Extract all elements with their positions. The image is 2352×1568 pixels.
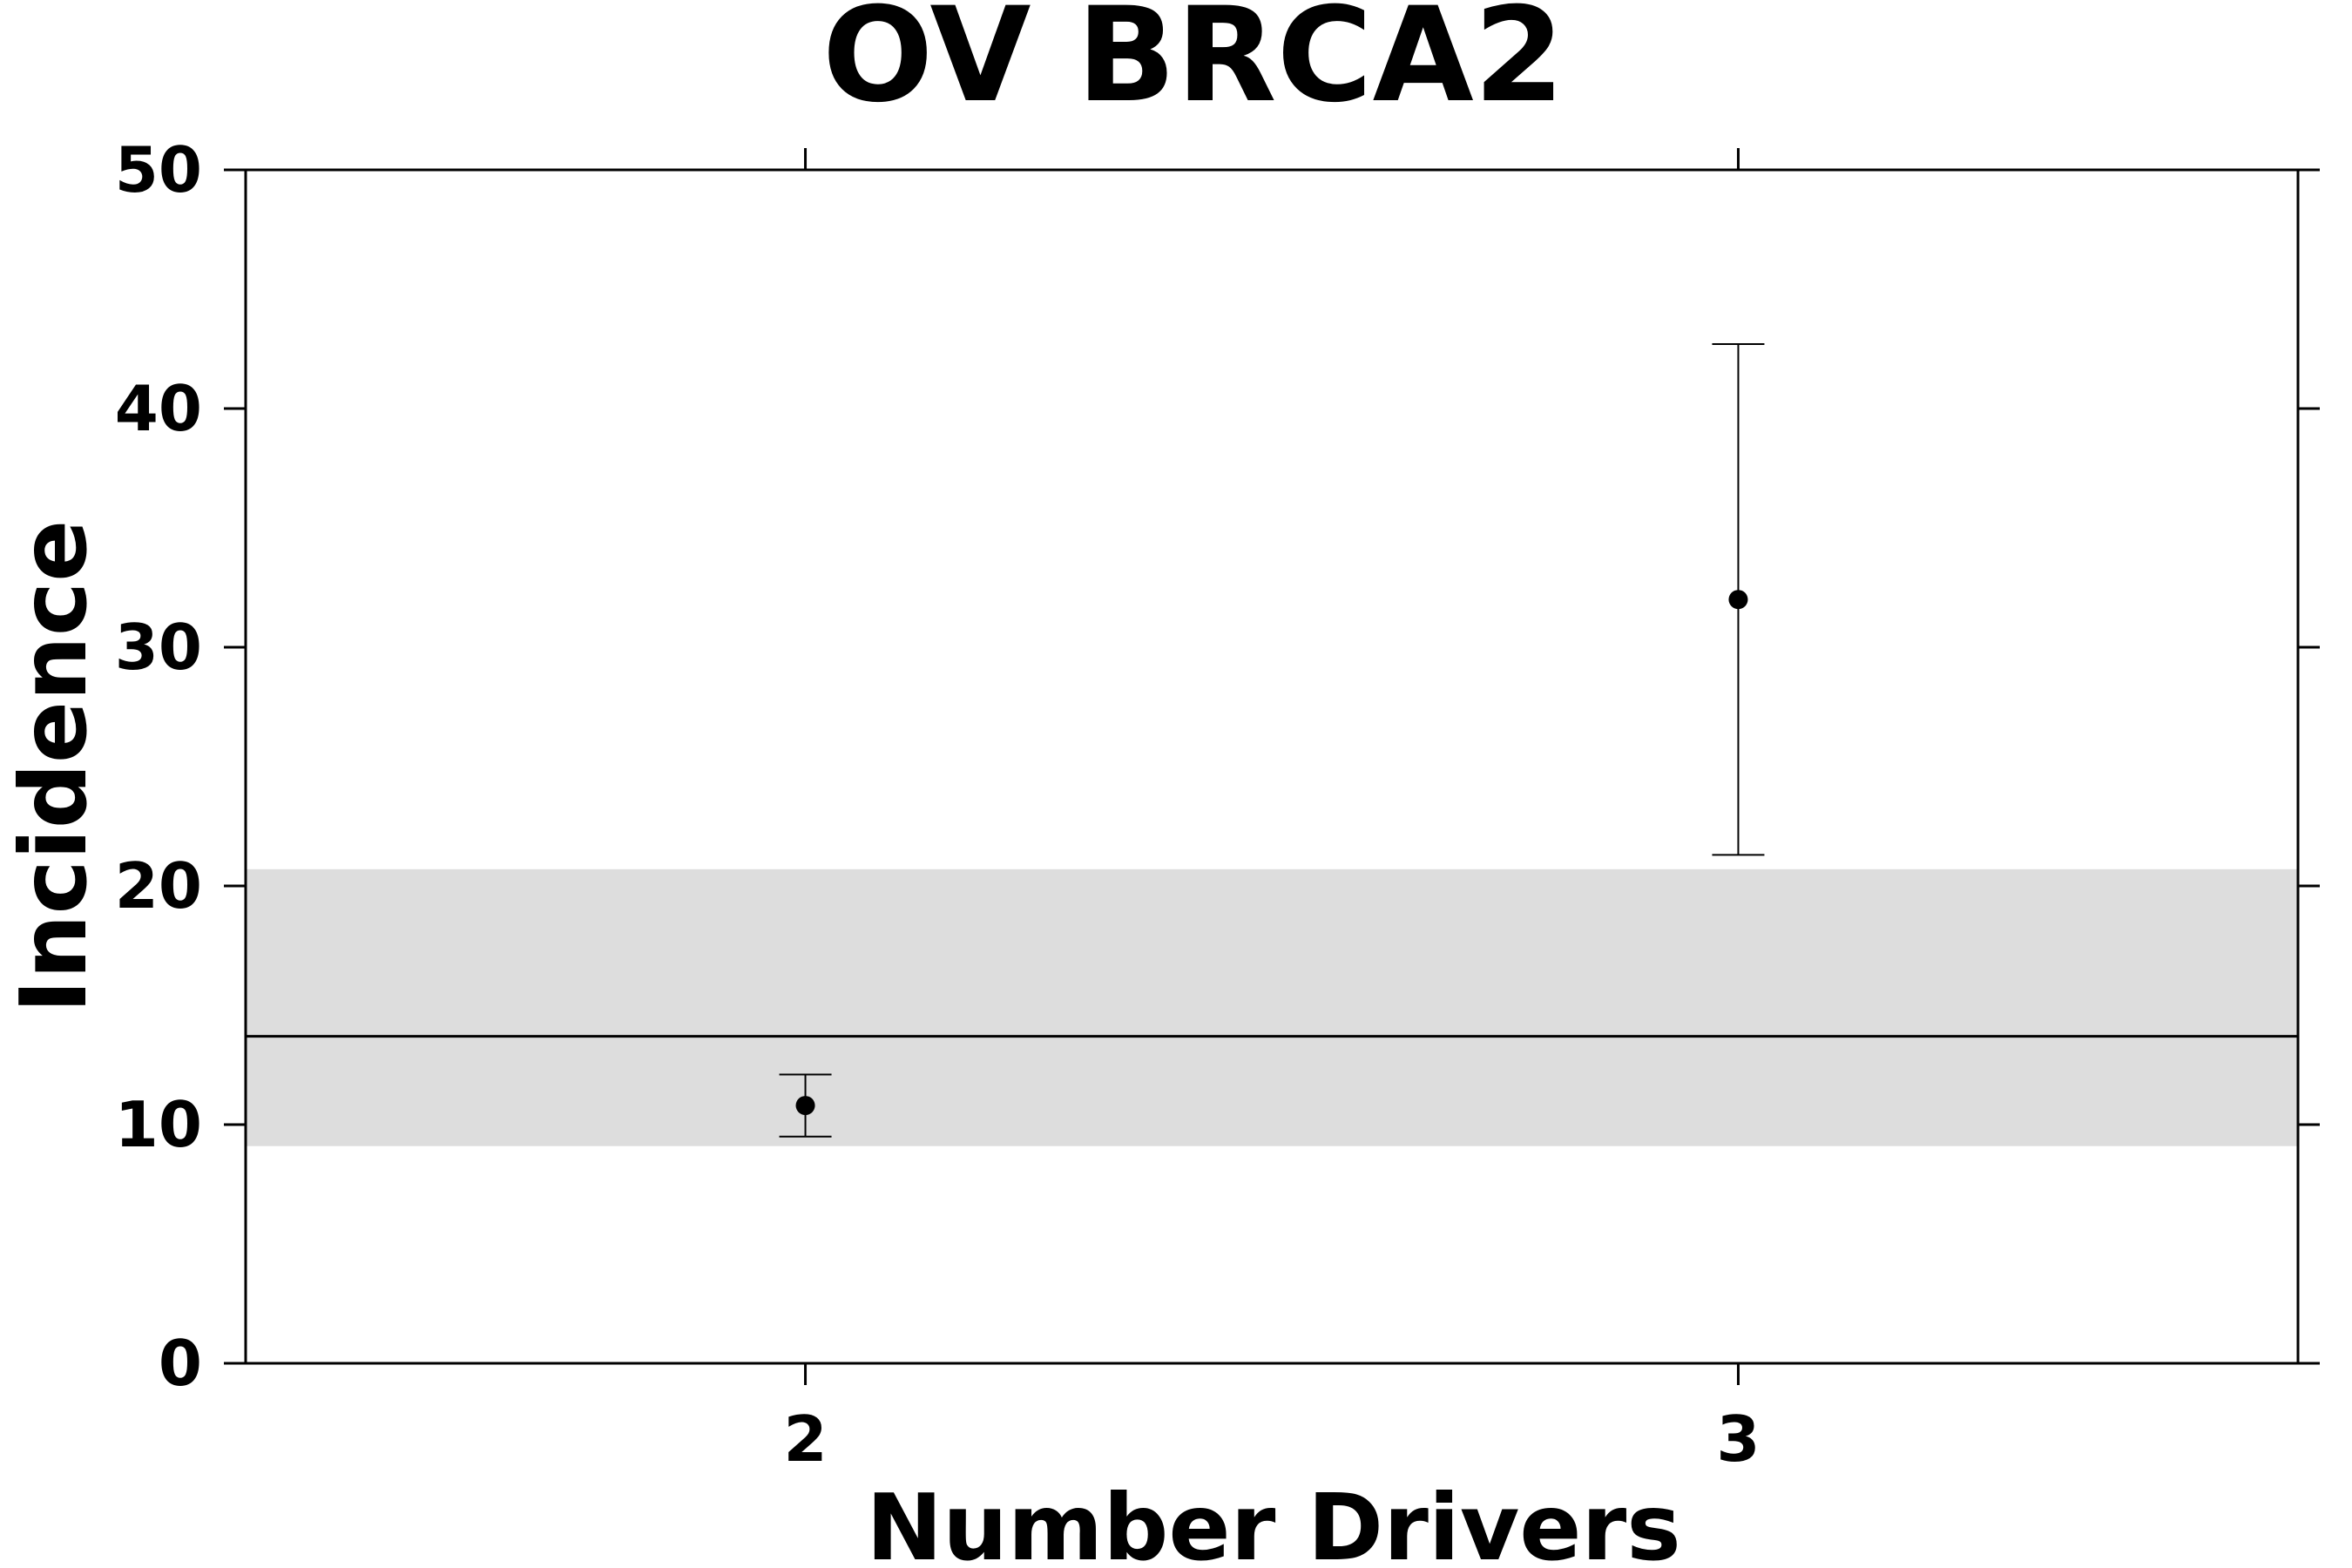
x-axis-label: Number Drivers — [866, 1475, 1681, 1568]
data-point — [1728, 590, 1748, 610]
data-point — [795, 1096, 815, 1116]
y-axis-label: Incidence — [1, 520, 107, 1014]
y-tick-label: 50 — [115, 133, 202, 206]
y-tick-label: 40 — [115, 372, 202, 445]
plot-frame — [244, 168, 2300, 1365]
x-tick-label: 3 — [1716, 1402, 1760, 1476]
y-tick-label: 20 — [115, 849, 202, 923]
y-tick-label: 10 — [115, 1088, 202, 1161]
y-tick-label: 30 — [115, 611, 202, 684]
reference-band — [246, 868, 2298, 1146]
y-tick-label: 0 — [159, 1327, 202, 1400]
plot-area: 0 10 20 30 40 50 2 3 — [115, 133, 2320, 1476]
x-tick-label: 2 — [783, 1402, 827, 1476]
chart-title: OV BRCA2 — [822, 0, 1565, 132]
